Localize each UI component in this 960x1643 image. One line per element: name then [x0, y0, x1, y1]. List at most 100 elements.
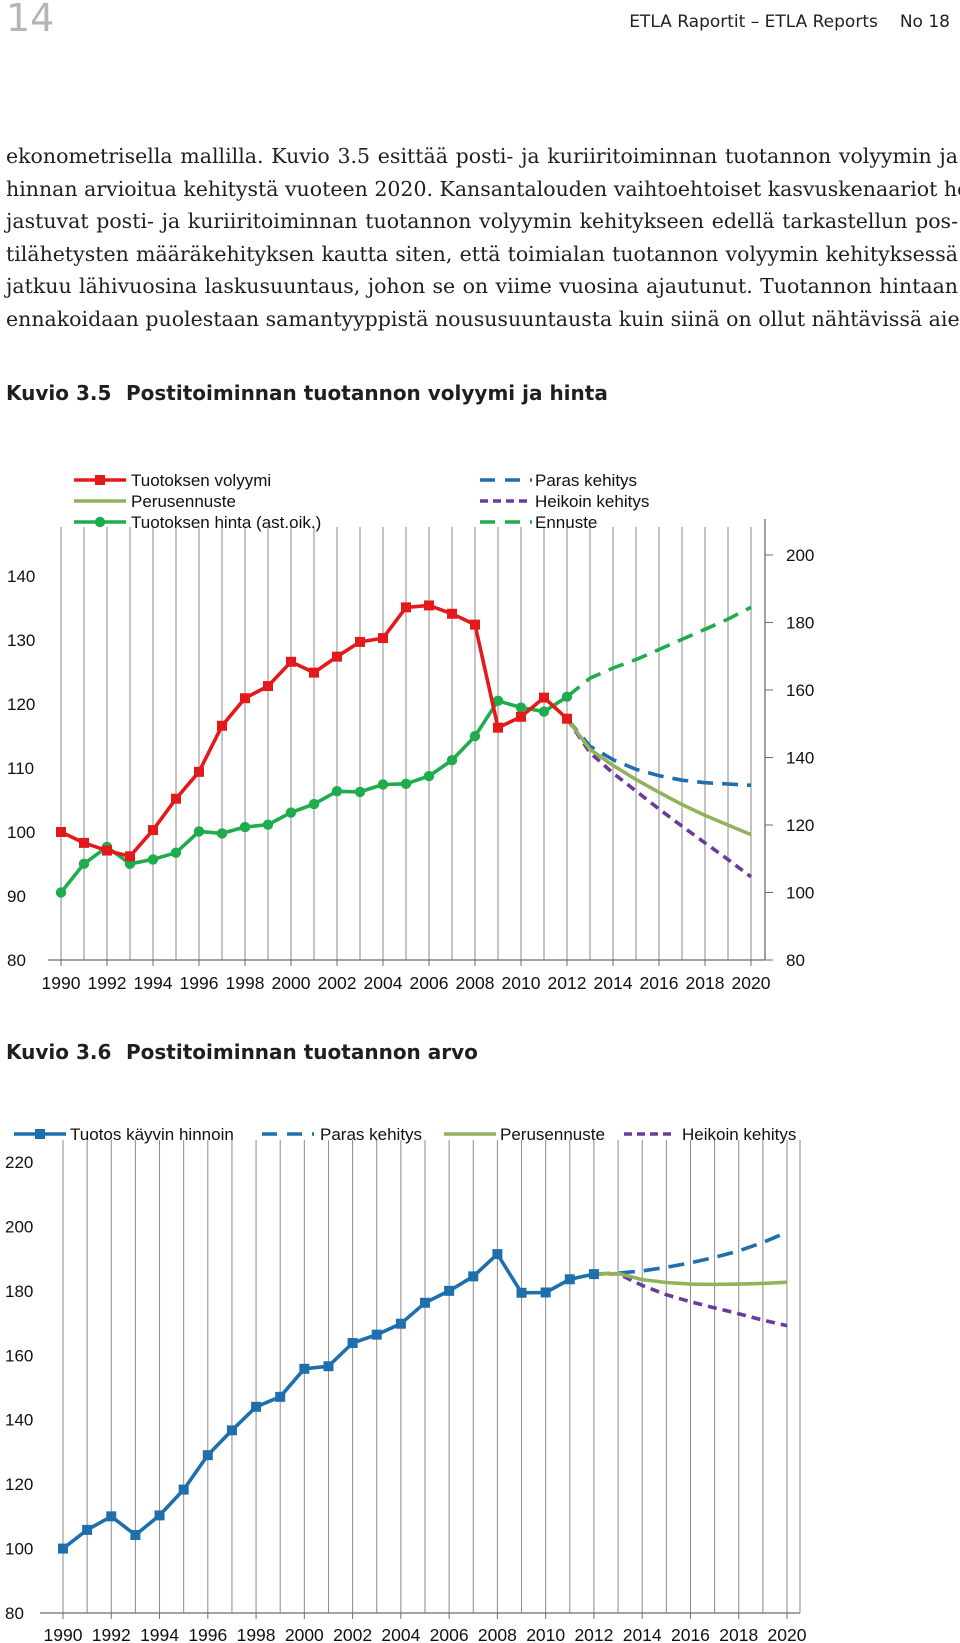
left-tick-label: 100	[7, 823, 35, 842]
data-point-tuotoksen-hinta-ast-oik	[400, 778, 412, 790]
legend-label: Tuotoksen volyymi	[131, 471, 271, 490]
data-point-tuotoksen-hinta-ast-oik	[515, 702, 527, 713]
figure-number: Kuvio 3.5	[6, 381, 112, 405]
y-tick-label: 180	[5, 1282, 33, 1301]
legend-label: Tuotos käyvin hinnoin	[70, 1125, 234, 1144]
x-tick-label: 2006	[430, 1625, 469, 1643]
paragraph-line: tilähetysten määräkehityksen kautta site…	[6, 241, 958, 266]
data-point-tuotos-k-yvin-hinnoin	[564, 1274, 575, 1285]
paragraph-line: ekonometrisella mallilla. Kuvio 3.5 esit…	[6, 144, 958, 168]
data-point-tuotos-k-yvin-hinnoin	[82, 1524, 93, 1535]
x-tick-label: 2010	[526, 1625, 565, 1643]
x-tick-label: 1996	[188, 1625, 227, 1643]
figure-caption-3-6: Kuvio 3.6 Postitoiminnan tuotannon arvo	[6, 1040, 478, 1064]
data-point-tuotoksen-volyymi	[217, 720, 227, 731]
left-tick-label: 130	[7, 631, 35, 650]
legend-label: Heikoin kehitys	[682, 1125, 796, 1144]
series-line-perusennuste	[565, 717, 752, 837]
x-tick-label: 2002	[333, 1625, 372, 1643]
legend-label: Perusennuste	[500, 1125, 605, 1144]
data-point-tuotoksen-hinta-ast-oik	[354, 786, 366, 798]
data-point-tuotoksen-hinta-ast-oik	[446, 755, 458, 766]
data-point-tuotoksen-volyymi	[240, 693, 250, 704]
x-tick-label: 1998	[237, 1625, 276, 1643]
x-tick-label: 2006	[410, 973, 449, 993]
x-tick-label: 2014	[594, 973, 633, 993]
right-tick-label: 120	[786, 816, 814, 835]
paragraph-line: hinnan arvioitua kehitystä vuoteen 2020.…	[6, 176, 960, 201]
legend-label: Tuotoksen hinta (ast.oik.)	[131, 513, 321, 532]
legend-label: Ennuste	[535, 513, 597, 532]
legend-marker-tuotos-k-yvin-hinnoin	[35, 1129, 45, 1139]
paragraph-line: ennakoidaan puolestaan samantyyppistä no…	[6, 306, 960, 331]
x-tick-label: 2004	[381, 1625, 420, 1643]
data-point-tuotoksen-volyymi	[194, 766, 204, 777]
series-line-perusennuste	[593, 1271, 788, 1287]
chart-grid	[60, 527, 752, 960]
data-point-tuotoksen-volyymi	[286, 656, 296, 667]
data-point-tuotoksen-volyymi	[424, 600, 434, 611]
data-point-tuotoksen-hinta-ast-oik	[262, 819, 274, 830]
x-tick-label: 2018	[686, 973, 725, 993]
x-tick-label: 1994	[140, 1625, 179, 1643]
paragraph-line: jastuvat posti- ja kuriiritoiminnan tuot…	[6, 209, 958, 233]
data-point-tuotoksen-volyymi	[102, 845, 112, 856]
x-tick-label: 2014	[623, 1625, 662, 1643]
data-point-tuotoksen-volyymi	[355, 636, 365, 647]
right-tick-label: 100	[786, 884, 814, 903]
data-point-tuotos-k-yvin-hinnoin	[251, 1401, 262, 1412]
publication-name: ETLA Raportit – ETLA Reports	[629, 12, 878, 32]
data-point-tuotoksen-hinta-ast-oik	[170, 847, 182, 858]
data-point-tuotos-k-yvin-hinnoin	[154, 1510, 165, 1521]
y-tick-label: 100	[5, 1540, 33, 1559]
data-point-tuotoksen-hinta-ast-oik	[538, 706, 550, 717]
x-tick-label: 2000	[285, 1625, 324, 1643]
data-point-tuotos-k-yvin-hinnoin	[58, 1543, 68, 1554]
chart-axes: 1990 1992 1994 1996 1998 2000 2002 2004 2006 2008…	[7, 519, 814, 993]
chart-axes: 1990 1992 1994 1996 1998 2000 2002 2004 2006 2008…	[5, 1153, 807, 1643]
series-line-heikoin-kehitys	[593, 1272, 788, 1328]
x-tick-label: 2016	[640, 973, 679, 993]
data-point-tuotoksen-volyymi	[79, 837, 89, 848]
chart-legend: Tuotos käyvin hinnoin Paras kehitys Peruse…	[14, 1125, 796, 1144]
left-tick-label: 120	[7, 695, 35, 714]
legend-label: Paras kehitys	[535, 471, 637, 490]
issue-number: No 18	[899, 12, 950, 32]
chart-volume-price: 1990 1992 1994 1996 1998 2000 2002 2004 2006 2008…	[7, 471, 814, 993]
x-tick-label: 1990	[44, 1625, 83, 1643]
data-point-tuotoksen-volyymi	[516, 711, 526, 722]
x-tick-label: 2008	[456, 973, 495, 993]
legend-label: Heikoin kehitys	[535, 492, 649, 511]
data-point-tuotos-k-yvin-hinnoin	[420, 1297, 430, 1308]
left-tick-label: 140	[7, 567, 35, 586]
right-tick-label: 80	[786, 951, 805, 970]
data-point-tuotos-k-yvin-hinnoin	[371, 1329, 382, 1340]
left-tick-label: 90	[7, 887, 26, 906]
data-point-tuotos-k-yvin-hinnoin	[275, 1391, 286, 1402]
data-point-tuotoksen-volyymi	[171, 793, 181, 804]
x-tick-label: 1992	[92, 1625, 131, 1643]
left-tick-label: 80	[7, 951, 26, 970]
chart-series	[58, 1230, 788, 1554]
legend-label: Paras kehitys	[320, 1125, 422, 1144]
figure-title: Postitoiminnan tuotannon arvo	[126, 1040, 478, 1064]
x-tick-label: 1996	[180, 973, 219, 993]
data-point-tuotoksen-volyymi	[447, 608, 457, 619]
y-tick-label: 140	[5, 1411, 33, 1430]
x-tick-label: 2018	[719, 1625, 758, 1643]
x-tick-label: 2008	[478, 1625, 517, 1643]
left-tick-label: 110	[7, 759, 34, 778]
data-point-tuotos-k-yvin-hinnoin	[323, 1361, 334, 1372]
data-point-tuotoksen-hinta-ast-oik	[239, 821, 251, 833]
legend-marker-tuotoksen-volyymi	[95, 475, 105, 485]
data-point-tuotos-k-yvin-hinnoin	[516, 1287, 527, 1298]
x-tick-label: 2004	[364, 973, 403, 993]
data-point-tuotos-k-yvin-hinnoin	[202, 1450, 213, 1461]
data-point-tuotoksen-volyymi	[56, 827, 66, 837]
data-point-tuotos-k-yvin-hinnoin	[444, 1285, 455, 1296]
data-point-tuotos-k-yvin-hinnoin	[395, 1318, 406, 1329]
series-line-ennuste	[565, 605, 752, 699]
chart-series	[55, 600, 753, 898]
x-tick-label: 2016	[671, 1625, 710, 1643]
chart-legend: Tuotoksen volyymi Perusennuste Tuotoksen h…	[74, 471, 649, 532]
